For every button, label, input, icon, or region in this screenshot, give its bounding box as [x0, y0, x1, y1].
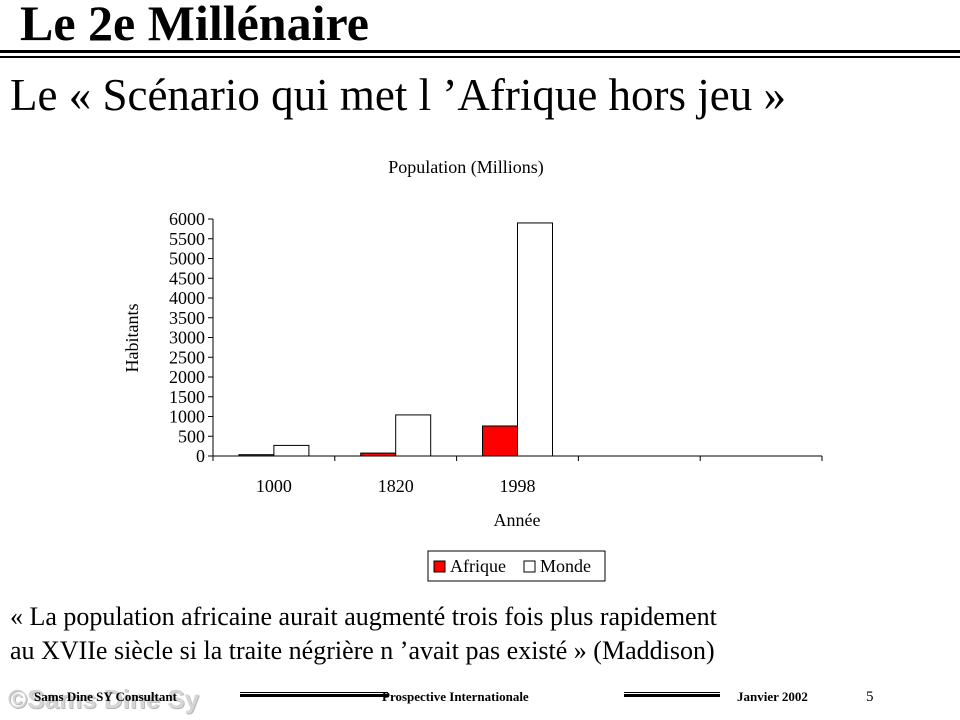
y-tick-label: 1000 — [169, 407, 205, 427]
y-axis-ticks: 0500100015002000250030003500400045005000… — [169, 209, 213, 466]
bar-afrique-1000 — [238, 454, 275, 457]
legend-box — [427, 550, 606, 582]
quote-line-2: au XVIIe siècle si la traite négrière n … — [10, 636, 715, 665]
slide-subtitle: Le « Scénario qui met l ’Afrique hors je… — [10, 70, 787, 120]
bar-monde-1998 — [517, 222, 553, 457]
copyright-watermark: ©Sams Dine Sy — [8, 684, 200, 714]
y-tick-label: 4000 — [169, 288, 205, 308]
x-tick-label: 1000 — [256, 476, 292, 496]
page-number: 5 — [866, 689, 874, 705]
title-rule-thick — [0, 50, 960, 53]
quote-line-1: « La population africaine aurait augment… — [10, 602, 717, 631]
y-tick-label: 500 — [178, 426, 205, 446]
chart-title: Population (Millions) — [388, 157, 544, 178]
y-tick-label: 5000 — [169, 249, 205, 269]
y-tick-label: 5500 — [169, 229, 205, 249]
chart-bars — [238, 222, 553, 457]
y-tick-label: 4500 — [169, 268, 205, 288]
x-tick-label: 1998 — [500, 476, 536, 496]
footer-author: Sams Dine SY Consultant — [34, 689, 177, 704]
legend-swatch-afrique — [433, 560, 446, 573]
y-tick-label: 3000 — [169, 328, 205, 348]
y-axis-label: Habitants — [122, 304, 142, 373]
footer-date: Janvier 2002 — [737, 689, 808, 704]
slide-title: Le 2e Millénaire — [20, 0, 369, 51]
legend-label-monde: Monde — [540, 556, 591, 576]
y-tick-label: 1500 — [169, 387, 205, 407]
title-rule-thin — [0, 56, 960, 58]
population-bar-chart: Population (Millions) Habitants Année 05… — [122, 157, 823, 582]
bar-monde-1000 — [273, 444, 310, 457]
x-tick-label: 1820 — [378, 476, 414, 496]
bar-afrique-1998 — [482, 425, 518, 457]
y-tick-label: 0 — [196, 446, 205, 466]
chart-legend: Afrique Monde — [427, 550, 606, 582]
x-axis-ticks: 1000 1820 1998 — [212, 456, 823, 496]
legend-label-afrique: Afrique — [450, 556, 506, 576]
y-tick-label: 2500 — [169, 347, 205, 367]
footer-organization: Prospective Internationale — [382, 689, 529, 704]
bar-monde-1820 — [395, 414, 432, 457]
footer-rule-left — [240, 692, 388, 697]
y-tick-label: 2000 — [169, 367, 205, 387]
y-tick-label: 6000 — [169, 209, 205, 229]
bar-afrique-1820 — [360, 452, 397, 457]
x-axis-label: Année — [494, 510, 541, 530]
y-tick-label: 3500 — [169, 308, 205, 328]
footer-rule-right — [624, 692, 720, 697]
legend-swatch-monde — [523, 560, 536, 573]
maddison-quote: « La population africaine aurait augment… — [10, 600, 717, 668]
